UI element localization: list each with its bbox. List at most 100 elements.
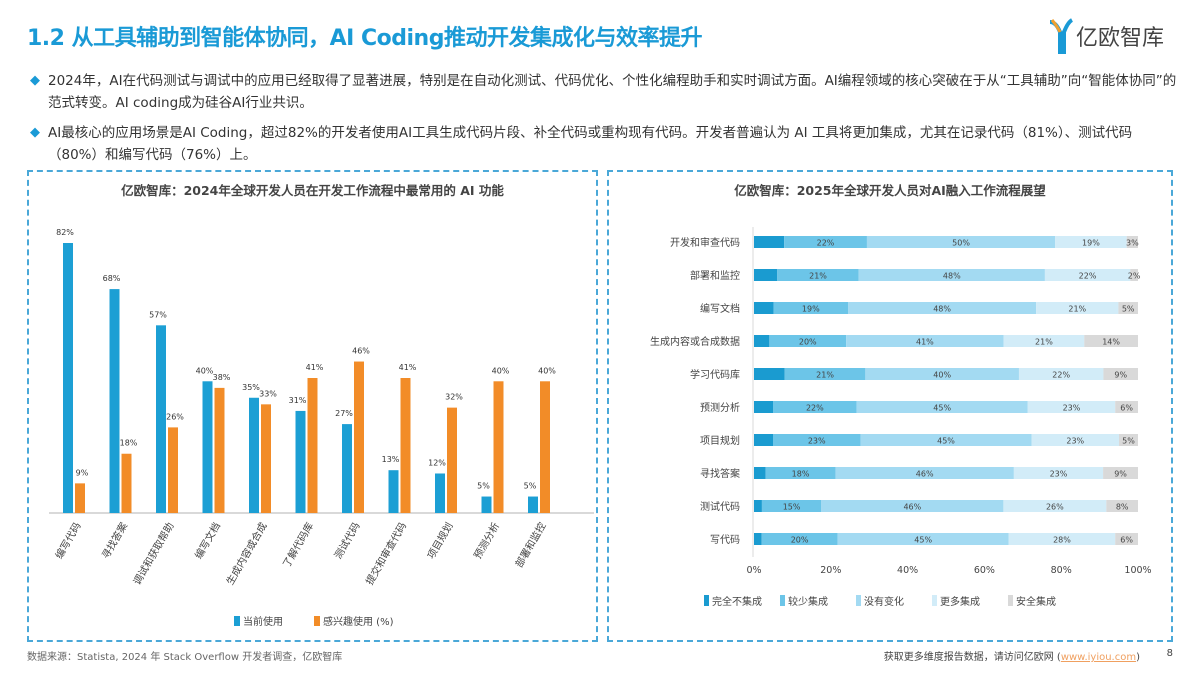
footer-cta-end: ) bbox=[1136, 652, 1140, 663]
bar-current bbox=[528, 496, 538, 513]
segment-label: 21% bbox=[816, 371, 834, 380]
data-label: 40% bbox=[196, 366, 214, 375]
bar-segment-0 bbox=[754, 269, 778, 281]
data-label: 57% bbox=[149, 310, 167, 319]
bar-interested bbox=[261, 404, 271, 513]
segment-label: 41% bbox=[916, 338, 934, 347]
bar-current bbox=[156, 325, 166, 513]
bar-segment-4 bbox=[1103, 368, 1138, 380]
bar-interested bbox=[447, 407, 457, 513]
segment-label: 46% bbox=[916, 470, 934, 479]
bar-segment-4 bbox=[1106, 500, 1138, 512]
bar-segment-4 bbox=[1118, 434, 1138, 446]
bar-segment-0 bbox=[754, 302, 774, 314]
bar-segment-1 bbox=[765, 467, 836, 479]
bar-current bbox=[109, 289, 120, 513]
data-label: 46% bbox=[352, 347, 370, 356]
legend-swatch bbox=[1008, 595, 1013, 606]
right-chart-title: 亿欧智库：2025年全球开发人员对AI融入工作流程展望 bbox=[734, 183, 1046, 198]
bar-segment-3 bbox=[1055, 236, 1127, 248]
category-label: 项目规划 bbox=[424, 520, 455, 561]
bar-interested bbox=[354, 361, 364, 513]
bar-current bbox=[342, 424, 352, 513]
segment-label: 21% bbox=[1068, 305, 1086, 314]
bar-segment-4 bbox=[1115, 401, 1138, 413]
segment-label: 6% bbox=[1120, 404, 1133, 413]
legend-swatch bbox=[234, 616, 240, 626]
bar-segment-0 bbox=[754, 368, 785, 380]
data-label: 41% bbox=[399, 363, 417, 372]
x-tick-label: 0% bbox=[746, 565, 761, 576]
bar-segment-1 bbox=[773, 401, 857, 413]
segment-label: 18% bbox=[792, 470, 810, 479]
bar-segment-0 bbox=[754, 533, 762, 545]
category-label: 开发和审查代码 bbox=[670, 236, 740, 249]
bar-current bbox=[388, 470, 399, 513]
bar-current bbox=[249, 397, 259, 513]
segment-label: 22% bbox=[817, 239, 835, 248]
footer-cta: 获取更多维度报告数据，请访问亿欧网 (www.iyiou.com) bbox=[884, 648, 1140, 663]
bar-segment-3 bbox=[1031, 434, 1119, 446]
legend-label: 当前使用 bbox=[243, 615, 283, 628]
data-label: 27% bbox=[335, 409, 353, 418]
segment-label: 48% bbox=[933, 305, 951, 314]
legend-label: 安全集成 bbox=[1016, 595, 1056, 608]
category-label: 编写文档 bbox=[192, 520, 223, 561]
data-label: 35% bbox=[242, 383, 260, 392]
segment-label: 9% bbox=[1114, 470, 1127, 479]
ai-features-bar-chart: 82%9%编写代码68%18%寻找答案57%26%调试和获取帮助40%38%编写… bbox=[49, 228, 594, 628]
category-label: 提交和审查代码 bbox=[363, 520, 409, 587]
category-label: 编写代码 bbox=[52, 520, 83, 561]
bar-segment-1 bbox=[769, 335, 847, 347]
segment-label: 26% bbox=[1046, 503, 1064, 512]
data-label: 13% bbox=[382, 455, 400, 464]
category-label: 寻找答案 bbox=[99, 520, 130, 561]
segment-label: 23% bbox=[1066, 437, 1084, 446]
data-label: 68% bbox=[103, 274, 121, 283]
bar-segment-2 bbox=[866, 236, 1056, 248]
segment-label: 20% bbox=[799, 338, 817, 347]
category-label: 预测分析 bbox=[700, 401, 740, 414]
segment-label: 14% bbox=[1102, 338, 1120, 347]
bullet-list: ◆ 2024年，AI在代码测试与调试中的应用已经取得了显著进展，特别是在自动化测… bbox=[30, 70, 1180, 174]
segment-label: 50% bbox=[952, 239, 970, 248]
data-label: 38% bbox=[213, 373, 231, 382]
logo-text: 亿欧智库 bbox=[1076, 26, 1165, 51]
category-label: 部署和监控 bbox=[690, 269, 740, 282]
diamond-icon: ◆ bbox=[30, 73, 40, 88]
bar-segment-2 bbox=[860, 434, 1032, 446]
bar-segment-1 bbox=[784, 368, 866, 380]
diamond-icon: ◆ bbox=[30, 125, 40, 140]
segment-label: 40% bbox=[933, 371, 951, 380]
bar-segment-3 bbox=[1027, 401, 1116, 413]
bar-segment-0 bbox=[754, 335, 770, 347]
segment-label: 20% bbox=[791, 536, 809, 545]
category-label: 调试和获取帮助 bbox=[130, 520, 176, 587]
bar-segment-2 bbox=[848, 302, 1037, 314]
bullet-text: AI最核心的应用场景是AI Coding，超过82%的开发者使用AI工具生成代码… bbox=[48, 125, 1133, 163]
data-label: 9% bbox=[76, 468, 89, 477]
ai-integration-stacked-chart: 开发和审查代码 22% 50% 19% 3% 部署和监控 21% 48% 22% 2% 编写文档 19… bbox=[650, 227, 1152, 608]
x-tick-label: 20% bbox=[820, 565, 841, 576]
segment-label: 45% bbox=[937, 437, 955, 446]
legend-swatch bbox=[932, 595, 937, 606]
category-label: 部署和监控 bbox=[512, 520, 548, 570]
website-link[interactable]: www.iyiou.com bbox=[1060, 652, 1137, 663]
bar-segment-3 bbox=[1003, 335, 1085, 347]
segment-label: 6% bbox=[1120, 536, 1133, 545]
segment-label: 5% bbox=[1122, 305, 1135, 314]
x-tick-label: 100% bbox=[1124, 565, 1151, 576]
category-label: 测试代码 bbox=[331, 520, 362, 561]
bar-segment-1 bbox=[773, 434, 861, 446]
bar-segment-3 bbox=[1036, 302, 1119, 314]
bar-current bbox=[202, 381, 213, 513]
page-title: 1.2 从工具辅助到智能体协同，AI Coding推动开发集成化与效率提升 bbox=[27, 26, 702, 51]
bar-segment-4 bbox=[1118, 302, 1138, 314]
segment-label: 19% bbox=[802, 305, 820, 314]
logo: 亿欧智库 bbox=[1048, 18, 1164, 54]
right-chart-panel: 亿欧智库：2025年全球开发人员对AI融入工作流程展望 开发和审查代码 22% 50… bbox=[607, 170, 1173, 642]
bar-segment-3 bbox=[1008, 533, 1116, 545]
data-source: 数据来源：Statista, 2024 年 Stack Overflow 开发者… bbox=[27, 652, 343, 663]
segment-label: 8% bbox=[1116, 503, 1129, 512]
segment-label: 21% bbox=[809, 272, 827, 281]
